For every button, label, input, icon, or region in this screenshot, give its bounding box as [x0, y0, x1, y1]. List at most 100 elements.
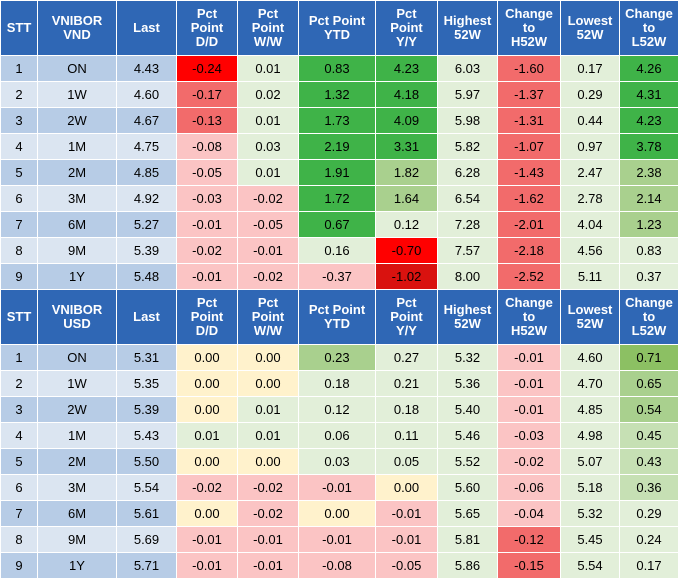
column-header-pct-point-dd: Pct Point D/D [177, 290, 238, 345]
column-header-pct-point-yy: Pct Point Y/Y [376, 1, 438, 56]
column-header-change-to-l52w: Change to L52W [620, 290, 678, 345]
cell-pct-point-ytd: 1.32 [299, 82, 376, 108]
cell-change-to-h52w: -1.43 [498, 160, 561, 186]
column-header-last: Last [117, 1, 177, 56]
cell-pct-point-dd: 0.01 [177, 423, 238, 449]
cell-pct-point-yy: 0.21 [376, 371, 438, 397]
cell-pct-point-ww: 0.03 [238, 134, 299, 160]
cell-pct-point-yy: 4.23 [376, 56, 438, 82]
cell-pct-point-ytd: 0.12 [299, 397, 376, 423]
cell-pct-point-dd: 0.00 [177, 371, 238, 397]
cell-pct-point-dd: 0.00 [177, 345, 238, 371]
cell-last: 4.75 [117, 134, 177, 160]
column-header-tenor: VNIBOR VND [38, 1, 117, 56]
cell-pct-point-dd: -0.01 [177, 553, 238, 579]
cell-last: 5.48 [117, 264, 177, 290]
column-header-stt: STT [1, 1, 38, 56]
cell-highest-52w: 5.65 [438, 501, 498, 527]
cell-highest-52w: 5.86 [438, 553, 498, 579]
cell-tenor: 3M [38, 475, 117, 501]
cell-highest-52w: 8.00 [438, 264, 498, 290]
cell-pct-point-yy: 0.12 [376, 212, 438, 238]
cell-lowest-52w: 4.60 [561, 345, 620, 371]
cell-last: 4.43 [117, 56, 177, 82]
cell-tenor: 2W [38, 108, 117, 134]
cell-lowest-52w: 4.85 [561, 397, 620, 423]
cell-stt: 6 [1, 475, 38, 501]
cell-change-to-l52w: 0.83 [620, 238, 678, 264]
cell-last: 4.60 [117, 82, 177, 108]
cell-change-to-l52w: 0.43 [620, 449, 678, 475]
cell-stt: 3 [1, 108, 38, 134]
cell-tenor: 1M [38, 134, 117, 160]
cell-change-to-l52w: 0.45 [620, 423, 678, 449]
cell-pct-point-ww: 0.01 [238, 108, 299, 134]
column-header-pct-point-ytd: Pct Point YTD [299, 290, 376, 345]
cell-change-to-h52w: -1.37 [498, 82, 561, 108]
cell-tenor: ON [38, 345, 117, 371]
cell-highest-52w: 5.32 [438, 345, 498, 371]
cell-tenor: ON [38, 56, 117, 82]
cell-pct-point-dd: -0.02 [177, 475, 238, 501]
cell-pct-point-yy: -0.01 [376, 527, 438, 553]
cell-change-to-h52w: -1.60 [498, 56, 561, 82]
cell-pct-point-yy: -1.02 [376, 264, 438, 290]
cell-stt: 6 [1, 186, 38, 212]
cell-lowest-52w: 0.97 [561, 134, 620, 160]
cell-stt: 2 [1, 371, 38, 397]
cell-pct-point-ytd: 0.23 [299, 345, 376, 371]
cell-change-to-h52w: -1.31 [498, 108, 561, 134]
cell-pct-point-dd: -0.05 [177, 160, 238, 186]
cell-change-to-h52w: -0.12 [498, 527, 561, 553]
cell-pct-point-yy: 0.18 [376, 397, 438, 423]
cell-pct-point-ytd: 0.83 [299, 56, 376, 82]
cell-change-to-h52w: -2.52 [498, 264, 561, 290]
cell-highest-52w: 6.54 [438, 186, 498, 212]
cell-stt: 4 [1, 423, 38, 449]
cell-stt: 3 [1, 397, 38, 423]
cell-pct-point-yy: 3.31 [376, 134, 438, 160]
cell-change-to-l52w: 4.26 [620, 56, 678, 82]
cell-last: 4.67 [117, 108, 177, 134]
cell-highest-52w: 5.52 [438, 449, 498, 475]
cell-pct-point-ww: -0.02 [238, 264, 299, 290]
cell-highest-52w: 6.03 [438, 56, 498, 82]
cell-pct-point-ytd: -0.08 [299, 553, 376, 579]
cell-lowest-52w: 0.17 [561, 56, 620, 82]
cell-pct-point-dd: -0.24 [177, 56, 238, 82]
column-header-highest-52w: Highest 52W [438, 1, 498, 56]
cell-tenor: 2M [38, 449, 117, 475]
cell-pct-point-ww: -0.01 [238, 238, 299, 264]
cell-pct-point-yy: 4.18 [376, 82, 438, 108]
cell-pct-point-ytd: 0.16 [299, 238, 376, 264]
cell-stt: 9 [1, 264, 38, 290]
cell-highest-52w: 7.57 [438, 238, 498, 264]
column-header-change-to-l52w: Change to L52W [620, 1, 678, 56]
cell-pct-point-yy: 1.82 [376, 160, 438, 186]
cell-change-to-l52w: 0.54 [620, 397, 678, 423]
column-header-pct-point-ww: Pct Point W/W [238, 1, 299, 56]
cell-lowest-52w: 5.07 [561, 449, 620, 475]
cell-change-to-l52w: 4.23 [620, 108, 678, 134]
cell-pct-point-dd: -0.08 [177, 134, 238, 160]
cell-pct-point-yy: -0.05 [376, 553, 438, 579]
cell-change-to-l52w: 0.29 [620, 501, 678, 527]
column-header-stt: STT [1, 290, 38, 345]
cell-pct-point-ww: 0.02 [238, 82, 299, 108]
cell-change-to-l52w: 0.71 [620, 345, 678, 371]
cell-lowest-52w: 5.54 [561, 553, 620, 579]
cell-pct-point-yy: 0.27 [376, 345, 438, 371]
cell-last: 5.31 [117, 345, 177, 371]
cell-pct-point-yy: 0.11 [376, 423, 438, 449]
cell-stt: 2 [1, 82, 38, 108]
